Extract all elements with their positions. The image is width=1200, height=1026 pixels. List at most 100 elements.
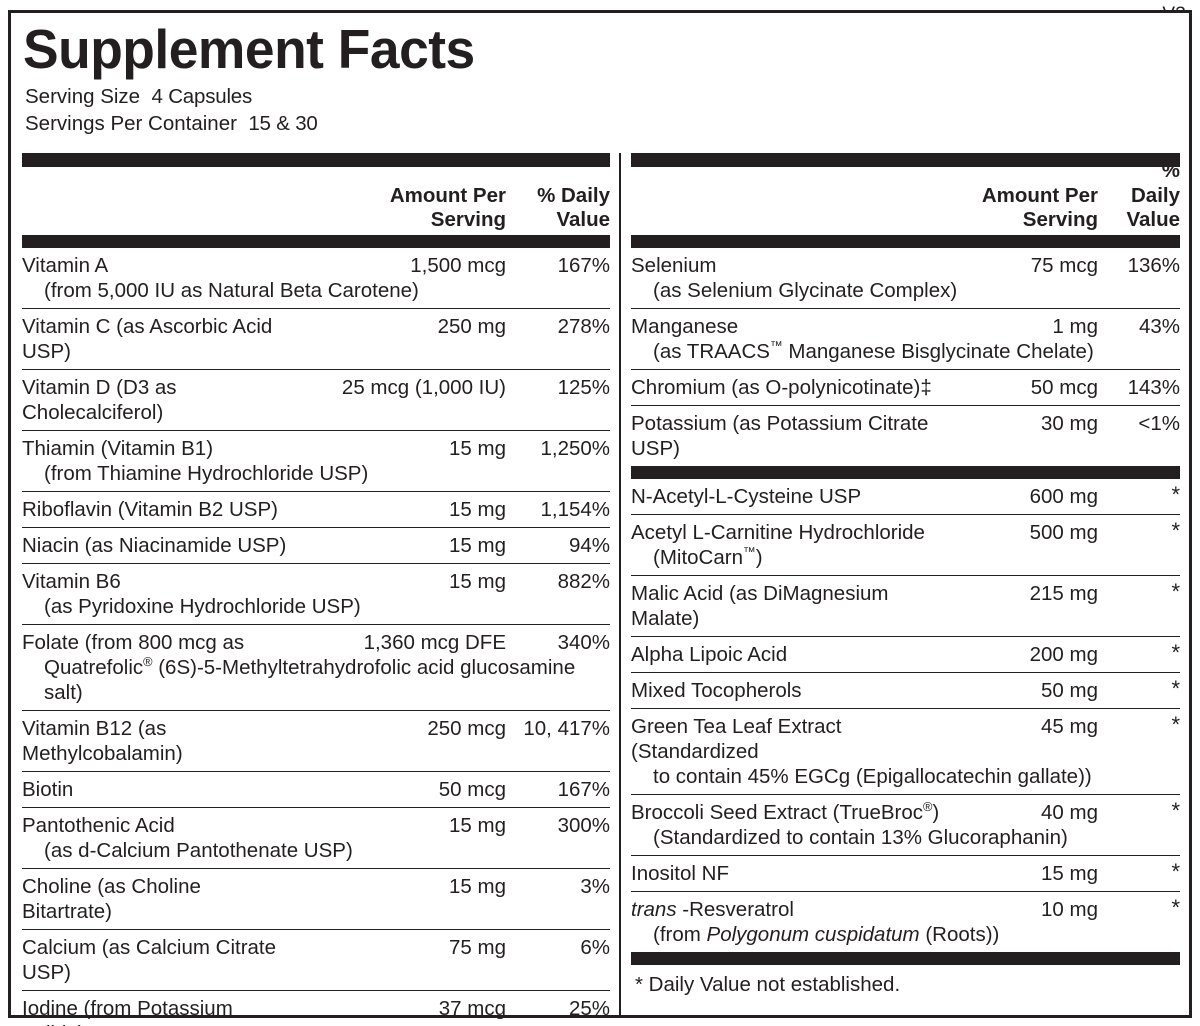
right-bottom-rule <box>631 952 1180 965</box>
ingredient-name: Potassium (as Potassium Citrate USP) <box>631 412 929 460</box>
table-row: Manganese 1 mg 43% (as TRAACS™ Manganese Bi… <box>631 309 1180 370</box>
ingredient-amount: 45 mg <box>1041 715 1098 738</box>
ingredient-amount: 15 mg <box>449 437 506 460</box>
ingredient-name: Choline (as Choline Bitartrate) <box>22 875 201 923</box>
table-row: trans -Resveratrol 10 mg * (from Polygonum … <box>631 892 1180 952</box>
ingredient-amount: 75 mcg <box>1030 254 1098 277</box>
right-amount-header: Amount Per Serving <box>953 184 1108 232</box>
ingredient-source-note: to contain 45% EGCg (Epigallocatechin ga… <box>653 765 1092 788</box>
ingredient-daily-value: * <box>1171 579 1180 604</box>
ingredient-name: Thiamin (Vitamin B1) <box>22 437 214 460</box>
ingredient-source-note: (from Polygonum cuspidatum (Roots)) <box>653 923 1000 946</box>
ingredient-daily-value: 10, 417% <box>523 717 610 740</box>
label-header: Supplement Facts Serving Size 4 Capsules… <box>11 13 1189 137</box>
table-row: Thiamin (Vitamin B1) 15 mg 1,250% (from Thi… <box>22 431 610 492</box>
ingredient-name: N-Acetyl-L-Cysteine USP <box>631 485 862 508</box>
serving-info: Serving Size 4 Capsules Servings Per Con… <box>23 84 1177 137</box>
ingredient-amount: 1 mg <box>1052 315 1098 338</box>
table-row: Folate (from 800 mcg as 1,360 mcg DFE 340%… <box>22 625 610 711</box>
ingredient-name: Niacin (as Niacinamide USP) <box>22 534 287 557</box>
right-other-ingredient-rows: N-Acetyl-L-Cysteine USP 600 mg * Acetyl L-C… <box>631 479 1180 952</box>
serving-size-label: Serving Size <box>25 85 141 109</box>
ingredient-name: Iodine (from Potassium Iodide) <box>22 997 233 1026</box>
ingredient-amount: 50 mcg <box>438 778 506 801</box>
ingredient-source-note: (from Thiamine Hydrochloride USP) <box>44 462 369 485</box>
table-row: Vitamin B6 15 mg 882% (as Pyridoxine Hydroc… <box>22 564 610 625</box>
ingredient-amount: 1,500 mcg <box>410 254 506 277</box>
ingredient-daily-value: * <box>1171 859 1180 884</box>
left-amount-header-line2: Serving <box>430 207 506 231</box>
ingredient-amount: 50 mcg <box>1030 376 1098 399</box>
left-amount-header-line1: Amount Per <box>389 183 506 207</box>
ingredient-source-note: (as Selenium Glycinate Complex) <box>653 279 958 302</box>
ingredient-daily-value: 125% <box>557 376 610 399</box>
left-header-rule <box>22 235 610 248</box>
left-dv-header-line1: % Daily <box>537 183 610 207</box>
ingredient-daily-value: 43% <box>1138 315 1180 338</box>
right-amount-header-line2: Serving <box>1022 207 1098 231</box>
ingredient-name: Vitamin C (as Ascorbic Acid USP) <box>22 315 273 363</box>
serving-size-line: Serving Size 4 Capsules <box>25 84 1177 111</box>
columns-container: Amount Per Serving % Daily Value Vitamin… <box>11 153 1189 1026</box>
ingredient-name: Chromium (as O-polynicotinate)‡ <box>631 376 932 399</box>
table-row: N-Acetyl-L-Cysteine USP 600 mg * <box>631 479 1180 515</box>
servings-per-container-value: 15 & 30 <box>248 111 318 135</box>
ingredient-daily-value: 1,250% <box>540 437 610 460</box>
label-panel: Supplement Facts Serving Size 4 Capsules… <box>8 10 1192 1026</box>
ingredient-daily-value: 6% <box>580 936 610 959</box>
ingredient-source-note: (from 5,000 IU as Natural Beta Carotene) <box>44 279 419 302</box>
ingredient-daily-value: 136% <box>1127 254 1180 277</box>
ingredient-daily-value: 340% <box>557 631 610 654</box>
table-row: Choline (as Choline Bitartrate) 15 mg 3% <box>22 869 610 930</box>
ingredient-name: Mixed Tocopherols <box>631 679 802 702</box>
table-row: Chromium (as O-polynicotinate)‡ 50 mcg 143… <box>631 370 1180 406</box>
ingredient-name: Vitamin B6 <box>22 570 121 593</box>
ingredient-daily-value: 1,154% <box>540 498 610 521</box>
ingredient-daily-value: * <box>1171 712 1180 737</box>
ingredient-daily-value: 167% <box>557 254 610 277</box>
right-dv-header: % Daily Value <box>1108 159 1180 232</box>
table-row: Vitamin B12 (as Methylcobalamin) 250 mcg 1… <box>22 711 610 772</box>
daily-value-footnote: * Daily Value not established. <box>635 973 901 996</box>
ingredient-daily-value: 167% <box>557 778 610 801</box>
ingredient-amount: 40 mg <box>1041 801 1098 824</box>
ingredient-daily-value: 300% <box>557 814 610 837</box>
right-dv-header-line2: Value <box>1126 207 1180 231</box>
ingredient-name: Pantothenic Acid <box>22 814 175 837</box>
ingredient-name: trans -Resveratrol <box>631 898 794 921</box>
ingredient-amount: 50 mg <box>1041 679 1098 702</box>
left-nutrient-rows: Vitamin A 1,500 mcg 167% (from 5,000 IU as … <box>22 248 610 1026</box>
ingredient-amount: 15 mg <box>449 534 506 557</box>
ingredient-name: Folate (from 800 mcg as <box>22 631 245 654</box>
table-row: Calcium (as Calcium Citrate USP) 75 mg 6% <box>22 930 610 991</box>
ingredient-name: Riboflavin (Vitamin B2 USP) <box>22 498 278 521</box>
ingredient-name: Vitamin D (D3 as Cholecalciferol) <box>22 376 177 424</box>
ingredient-daily-value: <1% <box>1138 412 1180 435</box>
ingredient-amount: 600 mg <box>1029 485 1098 508</box>
serving-size-value: 4 Capsules <box>151 85 253 109</box>
ingredient-source-note: (MitoCarn™) <box>653 544 763 569</box>
servings-per-container-line: Servings Per Container 15 & 30 <box>25 111 1177 138</box>
left-dv-header: % Daily Value <box>514 184 610 232</box>
ingredient-daily-value: 3% <box>580 875 610 898</box>
table-row: Vitamin C (as Ascorbic Acid USP) 250 mg 27… <box>22 309 610 370</box>
ingredient-amount: 15 mg <box>449 875 506 898</box>
ingredient-name: Selenium <box>631 254 717 277</box>
servings-per-container-label: Servings Per Container <box>25 111 237 135</box>
ingredient-daily-value: * <box>1171 895 1180 920</box>
ingredient-amount: 200 mg <box>1029 643 1098 666</box>
ingredient-name: Biotin <box>22 778 74 801</box>
table-row: Acetyl L-Carnitine Hydrochloride 500 mg * (… <box>631 515 1180 576</box>
table-row: Vitamin A 1,500 mcg 167% (from 5,000 IU as … <box>22 248 610 309</box>
ingredient-amount: 500 mg <box>1029 521 1098 544</box>
ingredient-name: Vitamin A <box>22 254 109 277</box>
right-top-rule <box>631 153 1180 167</box>
ingredient-daily-value: 143% <box>1127 376 1180 399</box>
table-row: Alpha Lipoic Acid 200 mg * <box>631 637 1180 673</box>
ingredient-amount: 215 mg <box>1029 582 1098 605</box>
table-row: Niacin (as Niacinamide USP) 15 mg 94% <box>22 528 610 564</box>
table-row: Iodine (from Potassium Iodide) 37 mcg 25% <box>22 991 610 1026</box>
right-amount-header-line1: Amount Per <box>981 183 1098 207</box>
right-header-rule <box>631 235 1180 248</box>
ingredient-source-note: (as Pyridoxine Hydrochloride USP) <box>44 595 361 618</box>
